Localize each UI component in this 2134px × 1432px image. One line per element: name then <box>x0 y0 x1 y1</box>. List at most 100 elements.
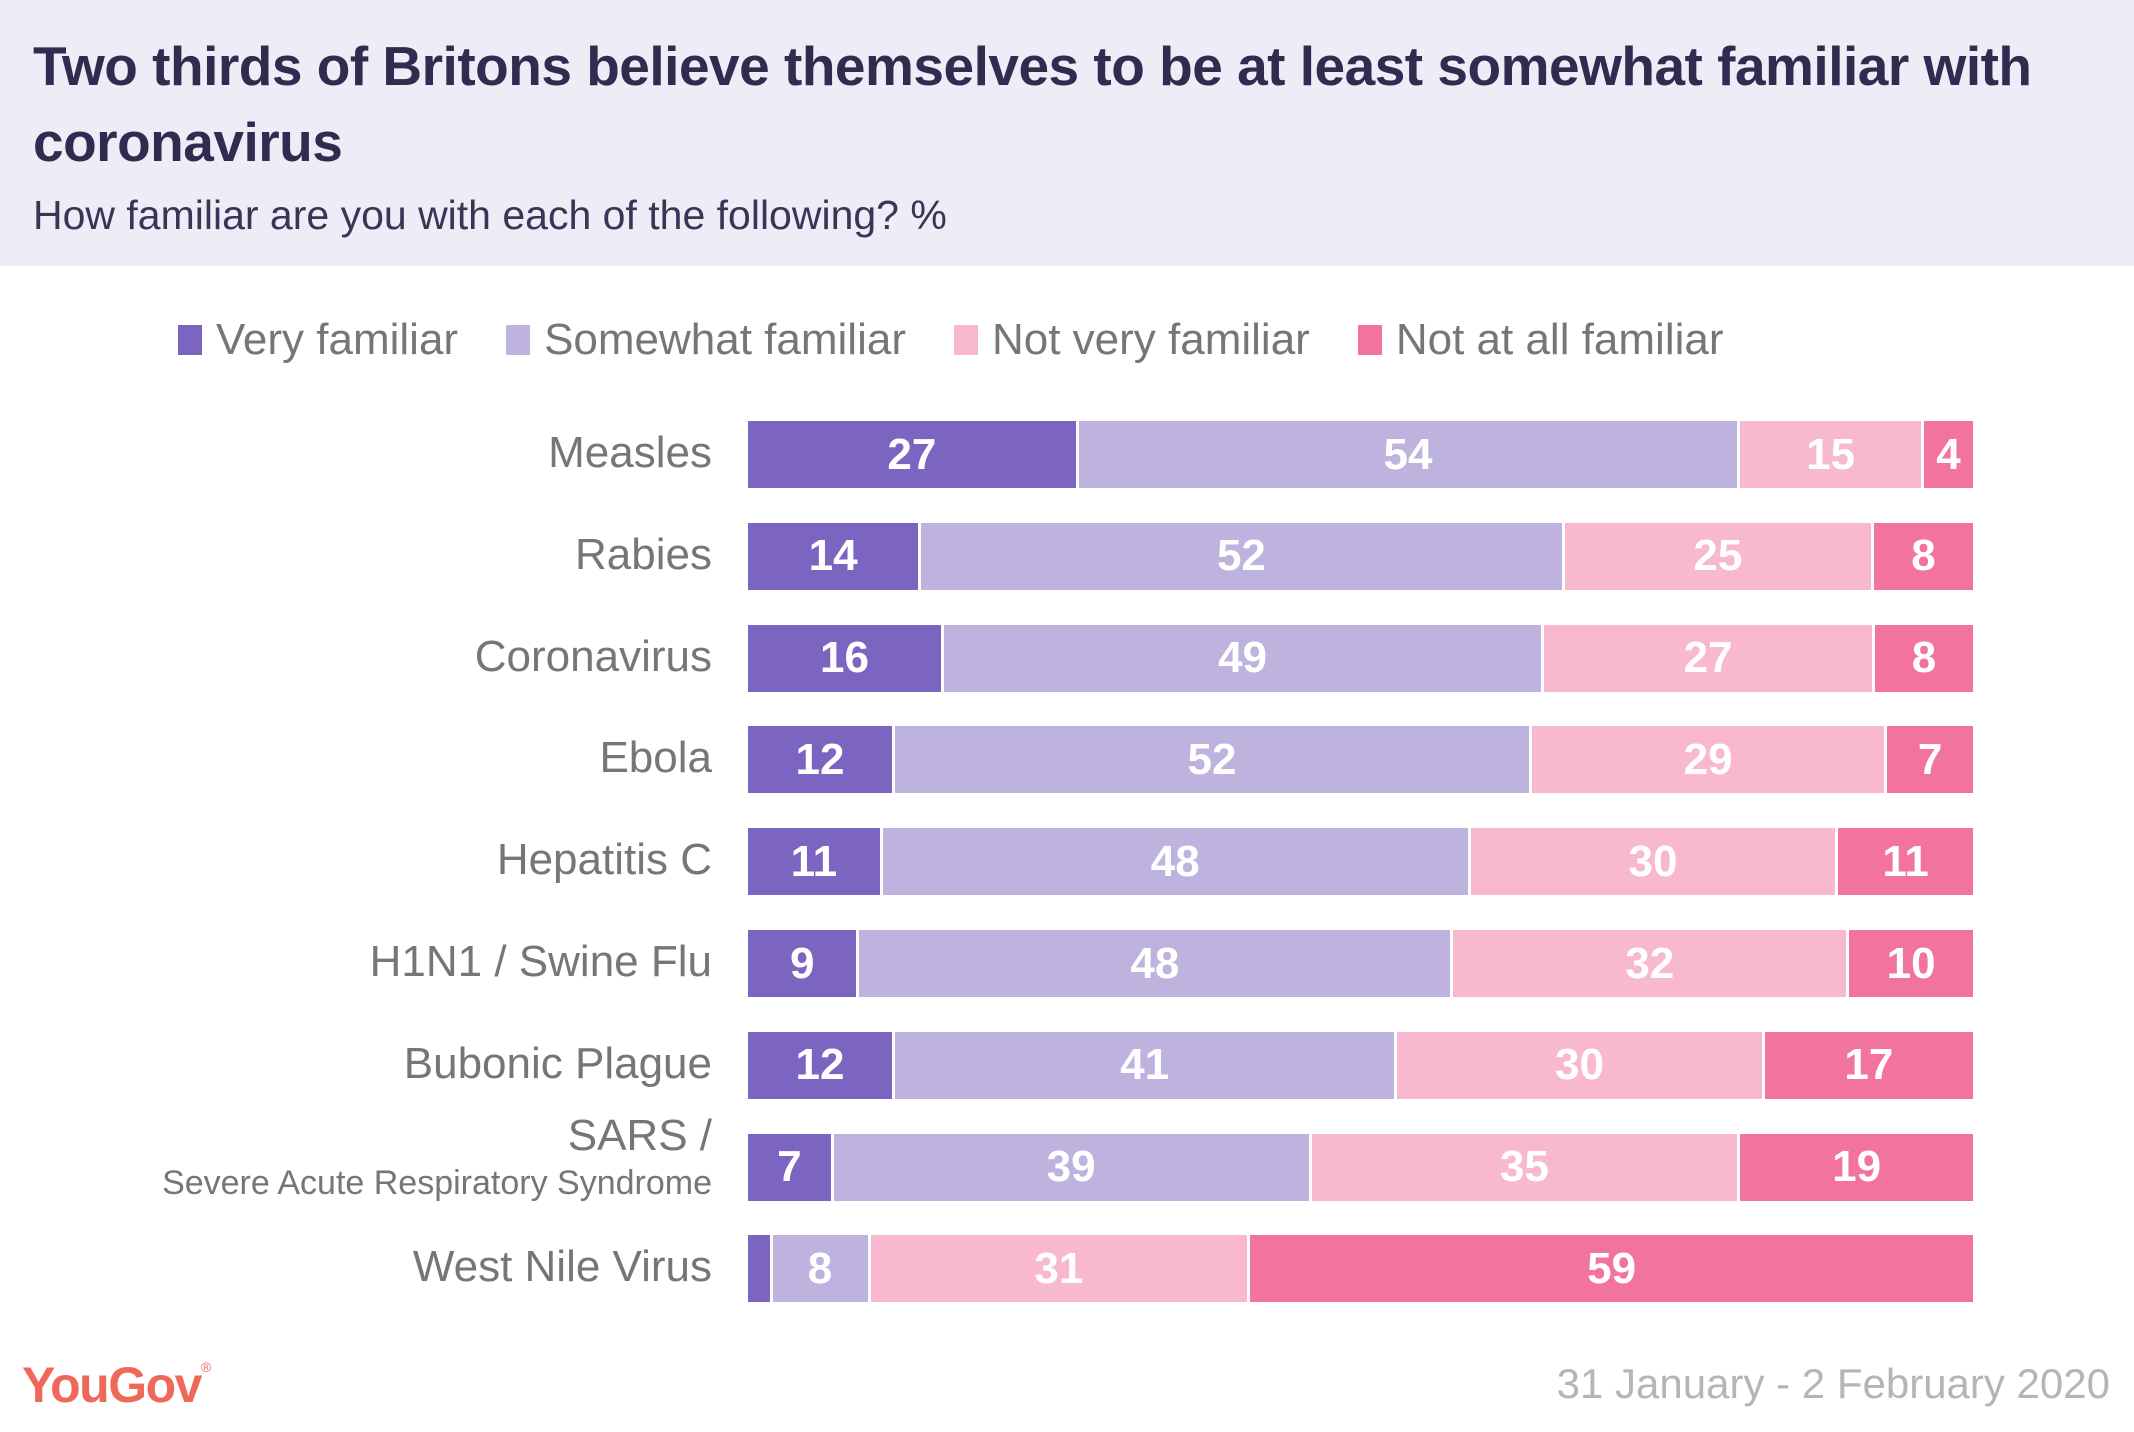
data-label: 52 <box>1187 734 1237 784</box>
legend-label: Not very familiar <box>991 315 1310 364</box>
data-label: 27 <box>887 429 937 479</box>
data-label: 30 <box>1555 1040 1604 1090</box>
category-label-west-nile-virus: West Nile Virus <box>413 1241 712 1293</box>
bar-segment-measles-not-very-familiar: 15 <box>1740 421 1924 488</box>
data-label: 7 <box>777 1142 802 1192</box>
bar-segment-hepatitis-c-somewhat-familiar: 48 <box>882 828 1471 896</box>
legend-item-not-very-familiar: Not very familiar <box>953 315 1310 365</box>
legend-label: Not at all familiar <box>1395 315 1724 364</box>
yougov-logo: YouGov® <box>22 1356 211 1414</box>
bar-segment-h1n1-swine-flu-not-very-familiar: 32 <box>1453 930 1850 997</box>
chart-title: Two thirds of Britons believe themselves… <box>33 35 2032 173</box>
data-label: 52 <box>1216 531 1266 581</box>
category-label-h1n1-swine-flu: H1N1 / Swine Flu <box>370 936 712 988</box>
bar-segment-sars-not-at-all-familiar: 19 <box>1740 1133 1973 1201</box>
chart-legend: Very familiar Somewhat familiar Not very f… <box>178 310 1772 370</box>
category-label-rabies: Rabies <box>575 529 712 581</box>
category-label-text: Bubonic Plague <box>403 1038 712 1088</box>
bar-segment-west-nile-virus-not-very-familiar: 31 <box>870 1235 1251 1303</box>
legend-item-not-at-all-familiar: Not at all familiar <box>1357 315 1724 365</box>
category-label-text: Hepatitis C <box>496 835 712 885</box>
legend-swatch <box>953 325 978 355</box>
chart-subtitle: How familiar are you with each of the fo… <box>33 192 947 238</box>
category-label-ebola: Ebola <box>599 732 712 784</box>
data-label: 48 <box>1130 938 1180 988</box>
data-label: 12 <box>795 734 845 784</box>
bar-segment-rabies-not-at-all-familiar: 8 <box>1874 522 1973 590</box>
category-label-text: Measles <box>548 428 712 477</box>
data-label: 14 <box>808 531 858 581</box>
bar-segment-west-nile-virus-not-at-all-familiar: 59 <box>1250 1235 1973 1303</box>
bar-segment-bubonic-plague-not-at-all-familiar: 17 <box>1764 1031 1973 1099</box>
fieldwork-date: 31 January - 2 February 2020 <box>1556 1360 2110 1407</box>
category-label-text: Coronavirus <box>474 631 712 681</box>
data-label: 39 <box>1046 1142 1096 1192</box>
category-label-text: H1N1 / Swine Flu <box>369 937 712 986</box>
bar-segment-coronavirus-not-very-familiar: 27 <box>1544 624 1875 692</box>
bar-segment-h1n1-swine-flu-somewhat-familiar: 48 <box>859 930 1454 997</box>
data-label: 8 <box>807 1243 833 1293</box>
data-label: 8 <box>1911 531 1936 581</box>
bar-segment-bubonic-plague-somewhat-familiar: 41 <box>895 1031 1398 1099</box>
data-label: 11 <box>1882 836 1929 886</box>
data-label: 54 <box>1383 429 1433 479</box>
bar-segment-ebola-not-at-all-familiar: 7 <box>1887 726 1973 794</box>
category-label-text: Rabies <box>575 529 712 579</box>
bar-segment-rabies-very-familiar: 14 <box>748 522 922 590</box>
data-label: 35 <box>1499 1142 1549 1192</box>
bar-segment-sars-not-very-familiar: 35 <box>1311 1133 1741 1201</box>
category-label-measles: Measles <box>548 427 712 479</box>
bar-segment-hepatitis-c-not-at-all-familiar: 11 <box>1838 828 1973 896</box>
data-label: 7 <box>1917 734 1943 784</box>
bar-segment-coronavirus-somewhat-familiar: 49 <box>944 624 1545 692</box>
data-label: 29 <box>1683 734 1733 784</box>
category-label-text: West Nile Virus <box>412 1242 712 1292</box>
category-label-hepatitis-c: Hepatitis C <box>497 834 712 886</box>
category-label-coronavirus: Coronavirus <box>475 631 712 683</box>
data-label: 32 <box>1625 938 1675 988</box>
data-label: 8 <box>1911 633 1937 683</box>
bar-segment-rabies-somewhat-familiar: 52 <box>921 522 1565 590</box>
legend-swatch <box>1357 325 1382 355</box>
legend-label: Very familiar <box>216 315 459 364</box>
bar-segment-measles-very-familiar: 27 <box>748 421 1079 488</box>
data-label: 10 <box>1886 938 1936 988</box>
data-label: 41 <box>1120 1040 1170 1090</box>
data-label: 16 <box>820 633 869 683</box>
legend-item-very-familiar: Very familiar <box>178 315 458 365</box>
data-label: 17 <box>1844 1040 1894 1090</box>
bar-segment-bubonic-plague-very-familiar: 12 <box>748 1031 895 1099</box>
bar-segment-ebola-somewhat-familiar: 52 <box>895 726 1532 794</box>
bar-segment-hepatitis-c-very-familiar: 11 <box>748 828 883 896</box>
bar-segment-sars-somewhat-familiar: 39 <box>833 1133 1312 1201</box>
legend-label: Somewhat familiar <box>544 315 906 364</box>
bar-segment-west-nile-virus-very-familiar <box>748 1235 773 1303</box>
category-label-text: SARS / <box>567 1110 712 1160</box>
legend-swatch <box>178 325 202 355</box>
bar-segment-west-nile-virus-somewhat-familiar: 8 <box>772 1235 871 1303</box>
category-label-sars-severe-acute-respiratory-syndrome: SARS / Severe Acute Respiratory Syndrome <box>162 1110 712 1204</box>
bar-segment-sars-very-familiar: 7 <box>748 1133 834 1201</box>
bar-segment-measles-somewhat-familiar: 54 <box>1078 421 1741 488</box>
data-label: 11 <box>790 836 838 886</box>
bar-segment-measles-not-at-all-familiar: 4 <box>1924 421 1973 488</box>
data-label: 27 <box>1683 633 1733 683</box>
data-label: 30 <box>1628 836 1678 886</box>
chart-header: Two thirds of Britons believe themselves… <box>0 0 2134 266</box>
data-label: 9 <box>789 938 815 988</box>
category-label-text: Ebola <box>599 733 712 783</box>
legend-swatch <box>506 325 531 355</box>
registered-mark: ® <box>200 1359 212 1375</box>
bar-segment-ebola-very-familiar: 12 <box>748 726 895 794</box>
data-label: 31 <box>1034 1243 1084 1293</box>
data-label: 12 <box>795 1040 845 1090</box>
bar-segment-ebola-not-very-familiar: 29 <box>1532 726 1888 794</box>
data-label: 15 <box>1806 429 1856 479</box>
bar-segment-rabies-not-very-familiar: 25 <box>1564 522 1874 590</box>
logo-text: YouGov <box>22 1357 202 1413</box>
legend-item-somewhat-familiar: Somewhat familiar <box>506 315 906 365</box>
category-sublabel-text: Severe Acute Respiratory Syndrome <box>162 1163 712 1202</box>
bar-segment-coronavirus-not-at-all-familiar: 8 <box>1875 624 1973 692</box>
bar-segment-coronavirus-very-familiar: 16 <box>748 624 944 692</box>
data-label: 4 <box>1936 429 1961 479</box>
